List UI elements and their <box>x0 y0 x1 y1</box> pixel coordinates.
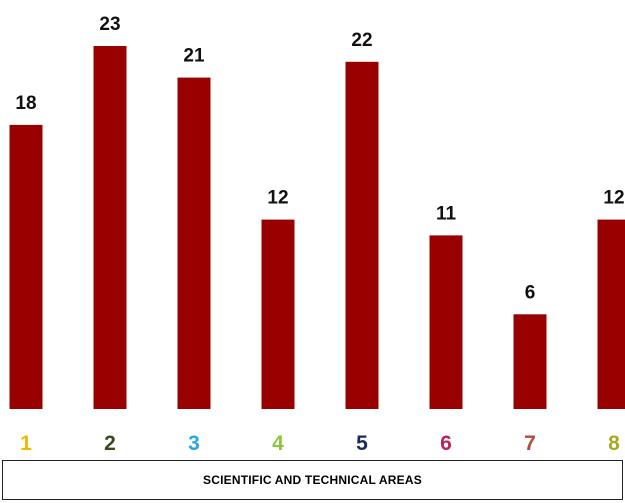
value-label-4: 12 <box>267 188 288 209</box>
value-labels-group: 18 23 21 12 22 11 6 12 <box>15 14 624 303</box>
x-tick-label-3: 3 <box>188 432 200 455</box>
bar-3 <box>177 77 211 409</box>
value-label-5: 22 <box>351 30 372 51</box>
x-tick-label-7: 7 <box>524 432 536 455</box>
x-tick-label-1: 1 <box>20 432 32 455</box>
x-tick-label-5: 5 <box>356 432 368 455</box>
x-tick-label-6: 6 <box>440 432 452 455</box>
x-axis-title-box: SCIENTIFIC AND TECHNICAL AREAS <box>2 460 623 500</box>
bar-4 <box>261 219 295 409</box>
x-axis-title: SCIENTIFIC AND TECHNICAL AREAS <box>203 473 422 487</box>
bar-2 <box>93 46 127 409</box>
x-tick-labels-group: 1 2 3 4 5 6 7 8 <box>20 432 620 455</box>
bar-1 <box>9 124 43 410</box>
x-tick-label-2: 2 <box>104 432 116 455</box>
value-label-3: 21 <box>183 46 205 67</box>
bars-group <box>9 46 625 410</box>
value-label-2: 23 <box>99 14 120 35</box>
bar-5 <box>345 61 379 410</box>
value-label-7: 6 <box>525 282 536 303</box>
bar-6 <box>429 235 463 409</box>
value-label-1: 18 <box>15 93 36 114</box>
value-label-8: 12 <box>603 188 624 209</box>
bar-7 <box>513 314 547 409</box>
x-tick-label-8: 8 <box>608 432 620 455</box>
x-tick-label-4: 4 <box>272 432 284 455</box>
bar-8 <box>597 219 625 409</box>
value-label-6: 11 <box>436 203 457 224</box>
